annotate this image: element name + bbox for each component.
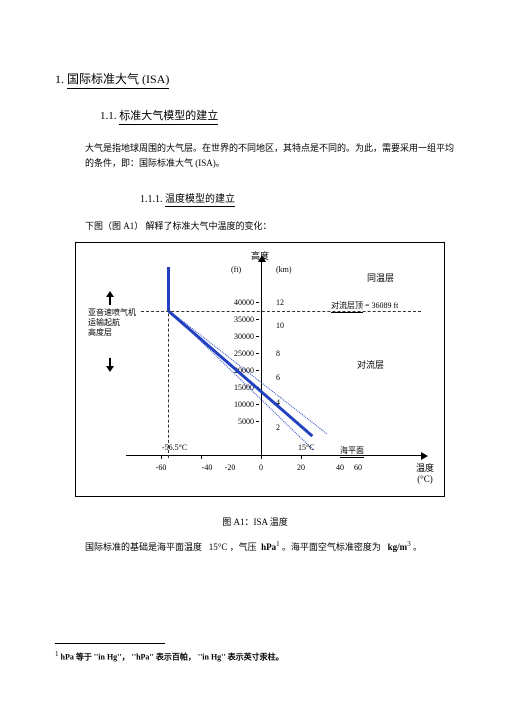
x-axis-line (126, 455, 424, 456)
stratosphere-label: 同温层 (367, 271, 394, 284)
dotted-line-1 (169, 310, 327, 434)
ytick-km: 10 (276, 321, 284, 330)
ytick-km: 2 (276, 423, 280, 432)
h2-number: 1.1. (100, 110, 117, 122)
ytick-ft: 5000 (219, 417, 259, 426)
tropopause-label: 对流层顶 = 36089 ft (331, 300, 398, 313)
ytick-km: 6 (276, 373, 280, 382)
subsonic-label: 亚音速喷气机运输起航高度层 (88, 308, 143, 339)
arrow-up-icon (106, 291, 114, 308)
xtick: -40 (202, 463, 213, 472)
xtick: -60 (156, 463, 167, 472)
x-axis-arrow-icon (421, 452, 428, 460)
ytick-km: 8 (276, 349, 280, 358)
xtick: 20 (297, 463, 305, 472)
heading-3: 1.1.1. 温度模型的建立 (140, 190, 455, 207)
ytick-ft: 30000 (219, 332, 259, 341)
xtick-mark (201, 455, 202, 459)
heading-1: 1. 国际标准大气 (ISA) (55, 70, 455, 89)
ytick-ft: 40000 (219, 298, 259, 307)
xtick: 40 (336, 463, 344, 472)
troposphere-label: 对流层 (357, 358, 384, 371)
paragraph-2: 国际标准的基础是海平面温度 15°C ，气压 hPa1 。海平面空气标准密度为 … (85, 540, 455, 553)
xtick-mark (301, 455, 302, 459)
figure-temperature-chart: 高度 (ft) (km) 40000 35000 30000 25000 200… (75, 242, 445, 497)
heading-2: 1.1. 标准大气模型的建立 (100, 107, 455, 125)
xtick: 0 (259, 463, 263, 472)
h1-text: 国际标准大气 (ISA) (67, 70, 169, 89)
temp-low: -56.5°C (162, 443, 187, 452)
figure-caption: 图 A1：ISA 温度 (55, 515, 455, 528)
y-axis-arrow-icon (258, 255, 266, 262)
col-km: (km) (276, 265, 292, 274)
temp-high: 15°C (298, 443, 315, 452)
sealevel-label: 海平面 (340, 445, 364, 458)
h1-number: 1. (55, 72, 64, 86)
side-label-text: 亚音速喷气机运输起航高度层 (88, 308, 136, 338)
h2-text: 标准大气模型的建立 (119, 107, 218, 125)
ytick-km: 12 (276, 298, 284, 307)
xtick-mark (261, 455, 262, 459)
x-axis-label: 温度 (°C) (416, 461, 434, 484)
footnote: 1 hPa 等于 ''in Hg''， ''hPa'' 表示百帕， ''in H… (55, 650, 455, 663)
ytick-ft: 35000 (219, 315, 259, 324)
h3-text: 温度模型的建立 (165, 190, 235, 207)
paragraph-1: 大气是指地球周围的大气层。在世界的不同地区，其特点是不同的。为此，需要采用一组平… (85, 141, 455, 172)
arrow-down-icon (106, 358, 114, 375)
col-ft: (ft) (231, 265, 241, 274)
footnote-rule (55, 643, 165, 644)
y-axis-line (261, 259, 262, 456)
h3-number: 1.1.1. (140, 194, 163, 205)
figure-intro: 下图（图 A1） 解释了标准大气中温度的变化： (85, 219, 455, 232)
blue-line-vertical (167, 267, 170, 311)
xtick-mark (161, 455, 162, 459)
ytick-ft: 10000 (219, 400, 259, 409)
xtick: 60 (354, 463, 362, 472)
xtick: -20 (225, 463, 236, 472)
